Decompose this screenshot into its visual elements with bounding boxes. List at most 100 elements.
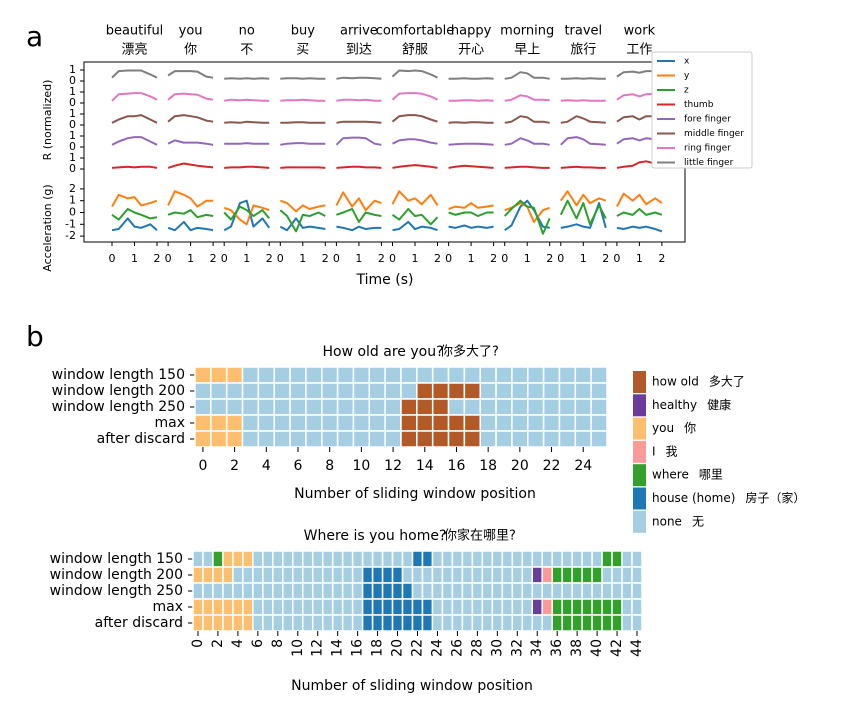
- cell: [321, 550, 334, 568]
- cell: [311, 614, 324, 632]
- cell: [447, 430, 466, 448]
- cell: [232, 566, 244, 584]
- cell: [479, 382, 497, 400]
- cell: [447, 382, 466, 400]
- word-en: beautiful: [106, 24, 164, 39]
- cell: [571, 566, 583, 584]
- cell: [210, 398, 228, 416]
- trace: [111, 207, 158, 221]
- cell: [541, 550, 553, 568]
- cell: [541, 614, 553, 632]
- cell: [321, 414, 339, 432]
- cell: [305, 414, 323, 432]
- cell: [621, 550, 633, 568]
- trace: [560, 165, 606, 169]
- cell: [411, 550, 424, 568]
- cell: [222, 614, 234, 632]
- x-tick-label: 1: [299, 252, 306, 265]
- cell: [501, 566, 514, 584]
- trace: [279, 209, 326, 233]
- word-zh: 漂亮: [121, 42, 147, 58]
- cell: [336, 366, 355, 384]
- cell: [289, 430, 307, 448]
- cell: [384, 398, 402, 416]
- legend-label: none: [652, 514, 682, 528]
- cell: [371, 614, 384, 632]
- cell: [262, 566, 274, 584]
- cell: [471, 598, 484, 616]
- cell: [272, 614, 284, 632]
- trace: [224, 165, 270, 169]
- cell: [282, 598, 294, 616]
- cell: [481, 550, 494, 568]
- cell: [447, 414, 466, 432]
- cell: [441, 598, 454, 616]
- x-tick-label: 30: [489, 639, 505, 657]
- word-zh: 早上: [514, 43, 540, 58]
- cell: [381, 614, 394, 632]
- cell: [441, 550, 454, 568]
- cell: [257, 430, 275, 448]
- cell: [252, 550, 264, 568]
- cell: [225, 430, 244, 448]
- cell: [601, 566, 613, 584]
- cell: [194, 430, 212, 448]
- trace: [448, 77, 494, 80]
- x-tick-label: 32: [509, 639, 525, 657]
- x-tick-label: 2: [322, 252, 329, 265]
- cell: [361, 566, 374, 584]
- cell: [471, 566, 484, 584]
- x-tick-label: 0: [389, 252, 396, 265]
- cell: [321, 382, 339, 400]
- trace: [280, 142, 326, 146]
- cell: [321, 598, 334, 616]
- cell: [421, 550, 434, 568]
- cell: [192, 582, 204, 600]
- cell: [272, 566, 284, 584]
- cell: [282, 550, 294, 568]
- x-tick-label: 6: [250, 639, 266, 648]
- cell: [431, 598, 444, 616]
- r-tick-label: 0: [69, 118, 76, 131]
- cell: [194, 398, 212, 416]
- cell: [431, 382, 450, 400]
- x-tick-label: 38: [569, 639, 585, 657]
- cell: [391, 614, 404, 632]
- cell: [631, 566, 643, 584]
- cell: [574, 366, 592, 384]
- cell: [411, 582, 424, 600]
- cell: [305, 382, 323, 400]
- legend-label-zh: 多大了: [709, 375, 745, 389]
- cell: [371, 582, 384, 600]
- cell: [621, 566, 633, 584]
- word-zh: 买: [296, 43, 309, 58]
- trace: [616, 225, 663, 233]
- cell: [273, 366, 291, 384]
- cell: [368, 398, 386, 416]
- trace: [504, 115, 550, 124]
- trace: [111, 217, 158, 232]
- cell: [601, 614, 613, 632]
- cell: [527, 414, 545, 432]
- trace: [280, 98, 326, 102]
- x-tick-label: 14: [330, 639, 346, 657]
- legend-label: y: [684, 71, 690, 81]
- x-tick-label: 0: [613, 252, 620, 265]
- cell: [601, 598, 613, 616]
- cell: [571, 550, 583, 568]
- trace: [111, 193, 158, 208]
- cell: [561, 614, 573, 632]
- x-tick-label: 2: [266, 252, 273, 265]
- cell: [558, 382, 577, 400]
- cell: [574, 414, 592, 432]
- row-label: window length 200: [52, 383, 185, 399]
- r-tick-label: 0: [69, 162, 76, 175]
- cell: [352, 382, 371, 400]
- cell: [581, 582, 593, 600]
- trace: [336, 76, 382, 80]
- cell: [302, 582, 314, 600]
- trace: [448, 142, 494, 146]
- cell: [463, 366, 481, 384]
- legend-swatch: [633, 440, 646, 463]
- legend-swatch: [633, 510, 646, 533]
